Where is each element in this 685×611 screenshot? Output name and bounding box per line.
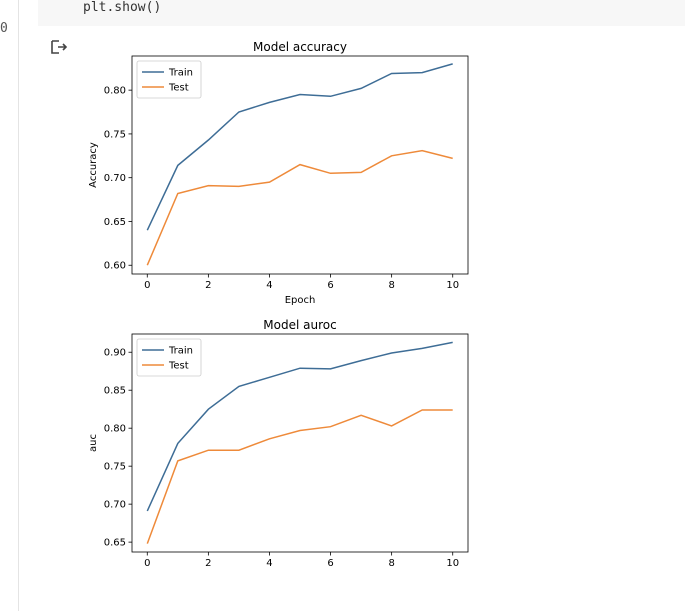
y-tick-label: 0.75 [104,462,126,473]
x-tick-label: 0 [144,558,150,569]
x-tick-label: 0 [144,280,150,291]
accuracy-chart: Model accuracy 0 2 4 6 8 10 0.60 0.65 0.70 0.75 0.8… [88,40,469,306]
y-tick-label: 0.60 [104,261,126,272]
y-tick-label: 0.90 [104,348,126,359]
y-tick-label: 0.85 [104,386,126,397]
x-tick-label: 4 [266,558,272,569]
legend-box [136,60,202,99]
x-tick-label: 6 [327,558,333,569]
legend-label-train: Train [168,68,193,79]
x-axis-label: Epoch [285,295,316,306]
y-axis-label: auc [88,434,99,452]
x-tick-label: 2 [205,558,211,569]
left-gutter: 0 [0,0,19,611]
legend-box [136,338,202,377]
output-arrow-icon[interactable] [49,37,69,57]
y-tick-label: 0.65 [104,538,126,549]
x-tick-label: 6 [327,280,333,291]
legend-label-train: Train [168,346,193,357]
y-tick-label: 0.70 [104,500,126,511]
x-tick-label: 8 [388,280,394,291]
y-tick-label: 0.65 [104,217,126,228]
code-cell[interactable] [38,0,685,26]
y-axis-label: Accuracy [88,142,99,188]
x-tick-label: 8 [388,558,394,569]
x-tick-label: 4 [266,280,272,291]
chart-title: Model auroc [263,318,336,332]
series-line-train [146,341,453,512]
x-tick-label: 10 [446,280,459,291]
series-line-test [146,149,453,266]
series-line-train [146,63,453,231]
y-tick-label: 0.75 [104,129,126,140]
plot-frame [131,333,469,553]
legend-label-test: Test [168,361,189,372]
y-tick-label: 0.80 [104,424,126,435]
series-line-test [146,409,453,544]
y-tick-label: 0.80 [104,86,126,97]
plot-frame [131,55,469,275]
x-tick-label: 10 [446,558,459,569]
gutter-label: 0 [0,21,8,36]
legend-label-test: Test [168,83,189,94]
y-tick-label: 0.70 [104,173,126,184]
code-line[interactable]: plt.show() [83,0,162,15]
auroc-chart: Model auroc 0 2 4 6 8 10 0.65 0.70 0.75 0.80 0.85 0.… [88,318,469,569]
chart-title: Model accuracy [253,40,347,54]
x-tick-label: 2 [205,280,211,291]
